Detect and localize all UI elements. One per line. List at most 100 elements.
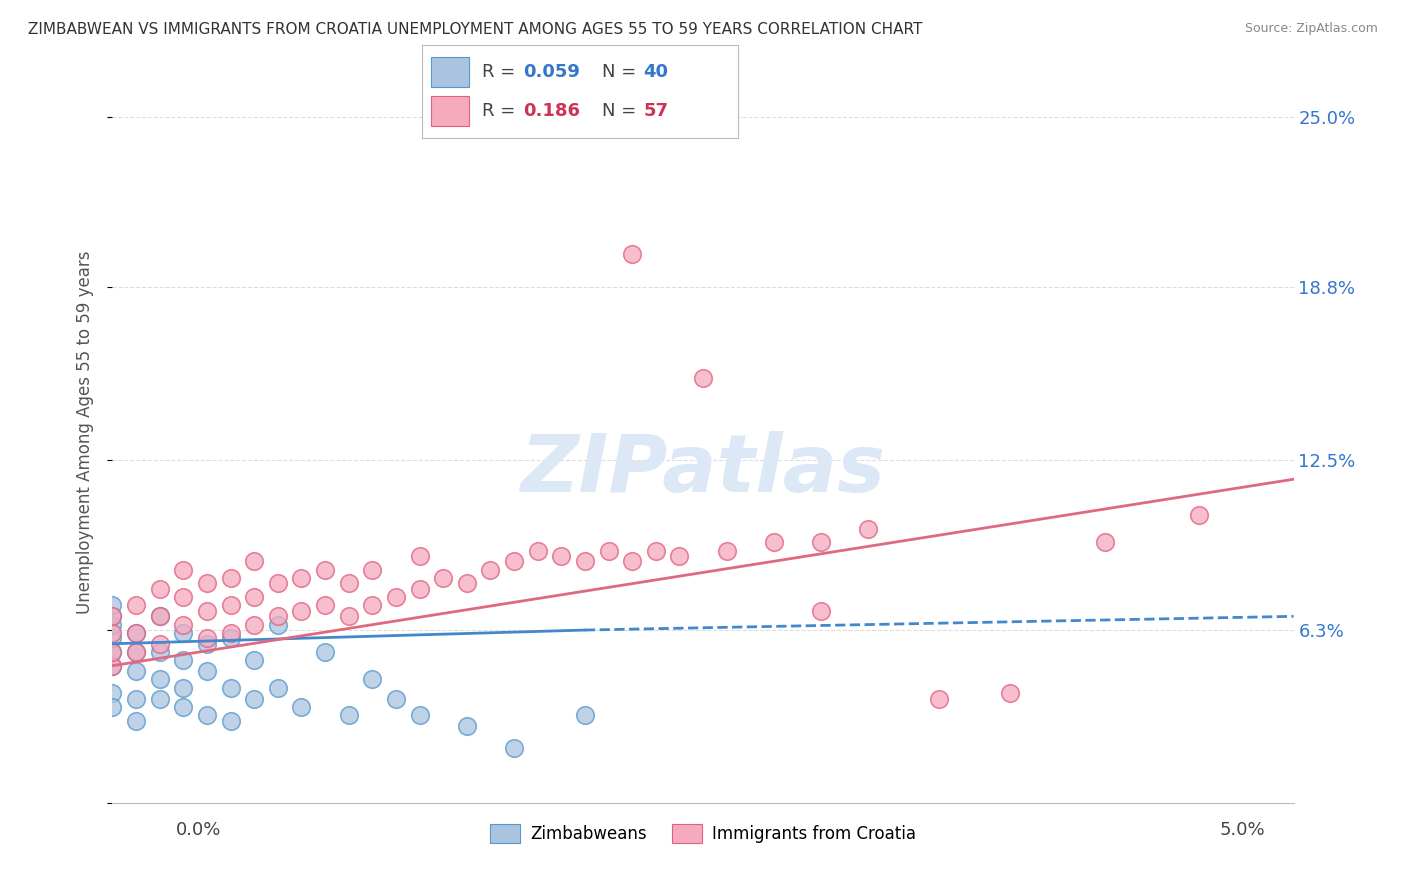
Point — [101, 658, 124, 673]
Point — [456, 576, 478, 591]
Point — [101, 609, 124, 624]
Legend: Zimbabweans, Immigrants from Croatia: Zimbabweans, Immigrants from Croatia — [484, 817, 922, 850]
Point — [1188, 508, 1211, 522]
Point — [172, 590, 194, 604]
Point — [125, 645, 148, 659]
Point — [267, 576, 290, 591]
Point — [101, 609, 124, 624]
Point — [125, 691, 148, 706]
Point — [337, 609, 360, 624]
Point — [195, 604, 218, 618]
Point — [172, 617, 194, 632]
Point — [125, 714, 148, 728]
Text: R =: R = — [482, 102, 520, 120]
Point — [267, 681, 290, 695]
Point — [361, 599, 384, 613]
Point — [314, 599, 336, 613]
Point — [290, 604, 312, 618]
Point — [125, 645, 148, 659]
Point — [149, 673, 172, 687]
Point — [172, 625, 194, 640]
Bar — [432, 57, 470, 87]
Point — [101, 645, 124, 659]
Point — [385, 590, 408, 604]
Point — [550, 549, 572, 563]
Text: ZIPatlas: ZIPatlas — [520, 431, 886, 508]
Point — [526, 543, 548, 558]
Point — [503, 741, 526, 756]
Point — [125, 625, 148, 640]
Y-axis label: Unemployment Among Ages 55 to 59 years: Unemployment Among Ages 55 to 59 years — [76, 251, 94, 615]
Point — [101, 625, 124, 640]
Point — [1094, 535, 1116, 549]
Point — [598, 543, 620, 558]
Point — [149, 582, 172, 596]
Point — [101, 686, 124, 700]
Point — [172, 681, 194, 695]
Point — [195, 708, 218, 723]
Point — [267, 617, 290, 632]
Bar — [432, 96, 470, 126]
Point — [621, 247, 644, 261]
Point — [101, 699, 124, 714]
Point — [101, 599, 124, 613]
Text: N =: N = — [602, 62, 643, 81]
Point — [243, 590, 266, 604]
Point — [195, 632, 218, 646]
Point — [998, 686, 1021, 700]
Point — [149, 609, 172, 624]
Point — [172, 563, 194, 577]
Point — [337, 576, 360, 591]
Point — [149, 609, 172, 624]
Text: 0.186: 0.186 — [523, 102, 581, 120]
Point — [195, 664, 218, 678]
Point — [408, 708, 430, 723]
Point — [290, 699, 312, 714]
Point — [314, 563, 336, 577]
Text: 0.059: 0.059 — [523, 62, 579, 81]
Point — [644, 543, 666, 558]
Point — [432, 571, 454, 585]
Point — [219, 571, 242, 585]
Point — [101, 632, 124, 646]
Point — [408, 549, 430, 563]
Text: 0.0%: 0.0% — [176, 821, 221, 838]
Point — [149, 691, 172, 706]
Text: 40: 40 — [644, 62, 668, 81]
Point — [408, 582, 430, 596]
Point — [149, 645, 172, 659]
Point — [385, 691, 408, 706]
Point — [219, 714, 242, 728]
Point — [101, 617, 124, 632]
Point — [810, 535, 832, 549]
Point — [172, 699, 194, 714]
Point — [668, 549, 690, 563]
Point — [574, 554, 596, 568]
Text: Source: ZipAtlas.com: Source: ZipAtlas.com — [1244, 22, 1378, 36]
Point — [243, 653, 266, 667]
Text: R =: R = — [482, 62, 520, 81]
Point — [195, 637, 218, 651]
Point — [149, 637, 172, 651]
Point — [243, 691, 266, 706]
Point — [503, 554, 526, 568]
Point — [621, 554, 644, 568]
Point — [361, 563, 384, 577]
Point — [219, 681, 242, 695]
Point — [716, 543, 738, 558]
Point — [361, 673, 384, 687]
Text: ZIMBABWEAN VS IMMIGRANTS FROM CROATIA UNEMPLOYMENT AMONG AGES 55 TO 59 YEARS COR: ZIMBABWEAN VS IMMIGRANTS FROM CROATIA UN… — [28, 22, 922, 37]
Point — [125, 664, 148, 678]
Point — [172, 653, 194, 667]
Point — [692, 371, 714, 385]
Point — [762, 535, 785, 549]
Text: 5.0%: 5.0% — [1220, 821, 1265, 838]
Point — [243, 617, 266, 632]
Point — [125, 625, 148, 640]
Point — [314, 645, 336, 659]
Point — [195, 576, 218, 591]
Point — [219, 599, 242, 613]
Point — [219, 632, 242, 646]
Point — [101, 658, 124, 673]
Point — [219, 625, 242, 640]
